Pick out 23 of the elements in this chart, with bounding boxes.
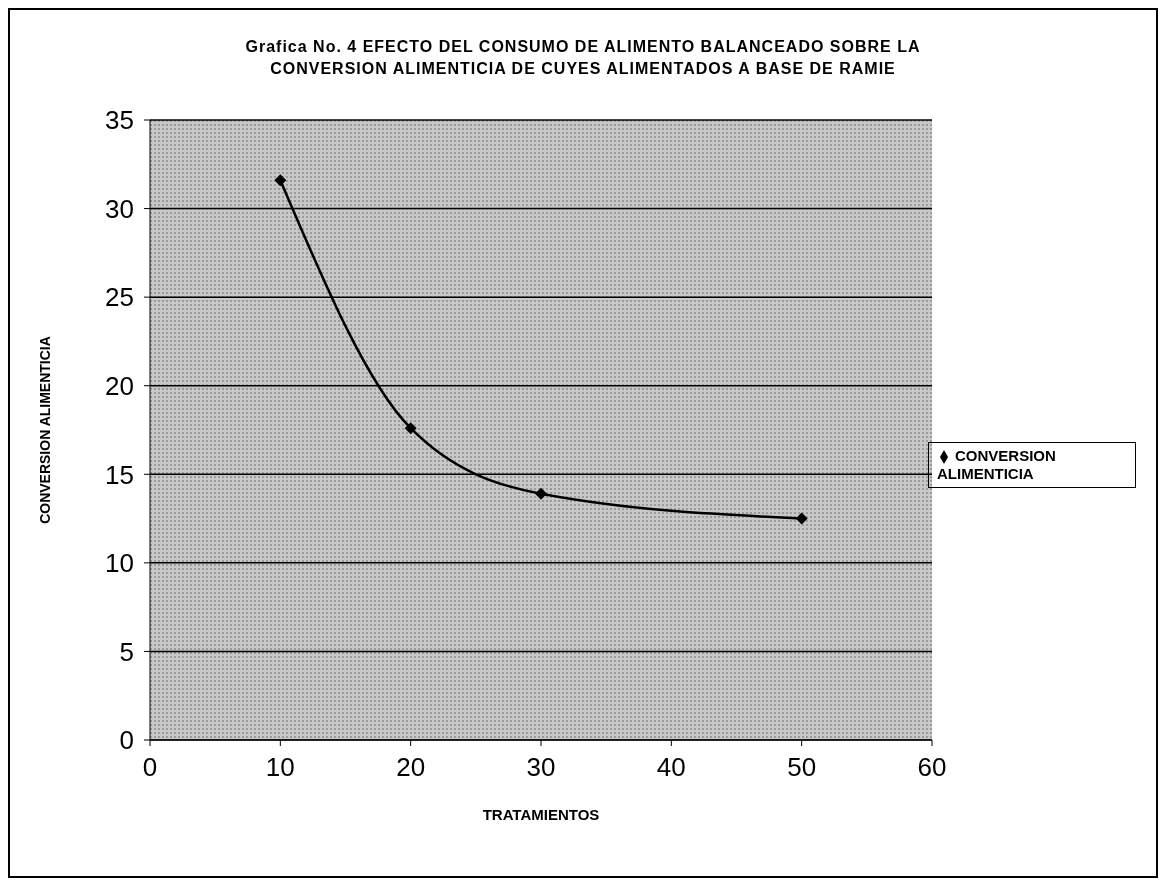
point [404,422,417,435]
x-tick-label: 30 [526,752,556,783]
x-tick-label: 0 [142,752,158,783]
y-tick-label: 5 [119,636,134,667]
y-tick-label: 20 [105,370,134,401]
chart-title: Grafica No. 4 EFECTO DEL CONSUMO DE ALIMENTO BALANCEADO SOBRE LA CONVERSION ALIMENTICIA DE CUYES ALIMENTADOS A BASE DE RAMIE [244,37,922,79]
y-axis-title: CONVERSION ALIMENTICIA [36,336,53,524]
x-tick-label: 40 [656,752,686,783]
y-tick-label: 0 [119,725,134,756]
y-tick-label: 15 [105,459,134,490]
point [535,487,547,500]
x-tick-label: 20 [396,752,426,783]
x-tick-label: 50 [787,752,817,783]
x-tick-label: 10 [265,752,295,783]
legend-label: CONVERSION ALIMENTICIA [937,447,1056,482]
point [274,174,287,187]
x-axis-title: TRATAMIENTOS [482,806,600,823]
y-tick-label: 35 [105,105,134,136]
y-tick-label: 25 [105,282,134,313]
y-tick-label: 10 [105,548,134,579]
y-tick-label: 30 [105,193,134,224]
point [795,512,808,525]
x-tick-label: 60 [917,752,947,783]
